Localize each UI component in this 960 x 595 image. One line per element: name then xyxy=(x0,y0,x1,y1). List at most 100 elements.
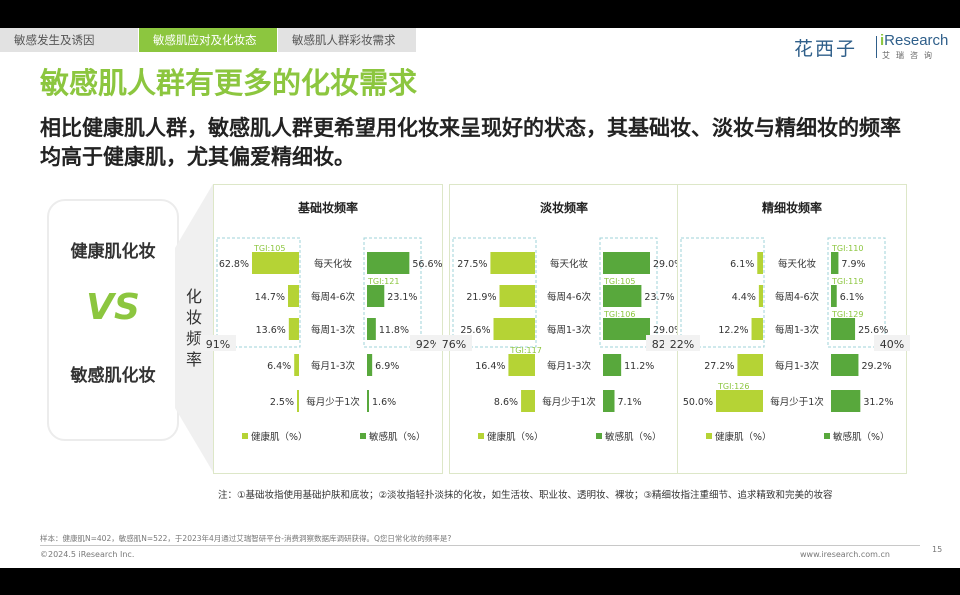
sensitive-bar xyxy=(831,354,859,376)
healthy-value-label: 2.5% xyxy=(270,397,294,408)
healthy-value-label: 21.9% xyxy=(466,292,496,303)
healthy-bar xyxy=(758,285,763,307)
healthy-bar xyxy=(751,318,763,340)
healthy-bar xyxy=(508,354,535,376)
healthy-bar xyxy=(490,252,535,274)
legend-sensitive-swatch xyxy=(360,433,366,439)
healthy-total-box xyxy=(664,335,700,351)
category-label: 每天化妆 xyxy=(550,258,589,270)
sensitive-value-label: 23.1% xyxy=(387,292,417,303)
healthy-group-box xyxy=(680,237,765,348)
tgi-label: TGI:121 xyxy=(367,277,399,286)
huaxizi-logo-text: 花西子 xyxy=(794,38,858,60)
legend-healthy-label: 健康肌（%） xyxy=(715,431,772,443)
legend-sensitive-swatch xyxy=(596,433,602,439)
healthy-value-label: 13.6% xyxy=(256,325,286,336)
category-label: 每周4-6次 xyxy=(775,291,820,303)
sensitive-bar xyxy=(603,390,615,412)
tgi-label: TGI:117 xyxy=(509,346,541,355)
healthy-value-label: 12.2% xyxy=(718,325,748,336)
vs-comparison-box: 健康肌化妆 VS 敏感肌化妆 xyxy=(47,199,179,441)
category-label: 每周1-3次 xyxy=(311,324,356,336)
panel-fine-makeup: 精细妆频率 6.1% 7.9% 每天化妆 4.4% 6.1% 每周4-6次 12.2% 25.6… xyxy=(664,184,910,474)
category-label: 每月1-3次 xyxy=(547,360,592,372)
tgi-label: TGI:106 xyxy=(603,310,635,319)
category-label: 每月少于1次 xyxy=(306,396,360,408)
footer-divider xyxy=(40,545,920,546)
logo-i: i xyxy=(880,32,885,49)
sensitive-value-label: 29.0% xyxy=(653,259,683,270)
sensitive-bar xyxy=(831,390,861,412)
healthy-value-label: 62.8% xyxy=(219,259,249,270)
sample-note: 样本：健康肌N=402，敏感肌N=522，于2023年4月通过艾瑞智研平台-消费… xyxy=(40,534,452,543)
healthy-bar xyxy=(737,354,763,376)
section-tabs: 敏感发生及诱因 敏感肌应对及化妆态度 敏感肌人群彩妆需求 xyxy=(0,28,417,71)
sensitive-value-label: 31.2% xyxy=(863,397,893,408)
category-label: 每月1-3次 xyxy=(311,360,356,372)
healthy-value-label: 6.4% xyxy=(267,361,291,372)
sensitive-value-label: 29.0% xyxy=(653,325,683,336)
healthy-bar xyxy=(297,390,299,412)
vs-label: VS xyxy=(86,287,140,328)
sensitive-value-label: 23.7% xyxy=(644,292,674,303)
healthy-total-box xyxy=(200,335,236,351)
healthy-bar xyxy=(521,390,535,412)
healthy-bar xyxy=(287,285,299,307)
healthy-value-label: 14.7% xyxy=(255,292,285,303)
legend-healthy-label: 健康肌（%） xyxy=(487,431,544,443)
legend-sensitive-label: 敏感肌（%） xyxy=(833,431,890,443)
tgi-label: TGI:110 xyxy=(831,244,863,253)
sensitive-bar xyxy=(367,390,369,412)
healthy-bar xyxy=(288,318,299,340)
page-title: 敏感肌人群有更多的化妆需求 xyxy=(40,66,418,100)
healthy-total-label: 76% xyxy=(442,338,466,351)
legend-healthy-swatch xyxy=(478,433,484,439)
chart-basic-makeup: 基础妆频率 62.8% 56.6% 每天化妆 14.7% 23.1% 每周4-6次 13.6%… xyxy=(200,200,446,443)
healthy-bar xyxy=(499,285,535,307)
sensitive-bar xyxy=(831,318,856,340)
sensitive-value-label: 6.1% xyxy=(840,292,864,303)
iresearch-logo-subtitle: 艾瑞咨询 xyxy=(882,51,938,60)
healthy-bar xyxy=(716,390,763,412)
healthy-value-label: 8.6% xyxy=(494,397,518,408)
sensitive-value-label: 29.2% xyxy=(861,361,891,372)
legend-sensitive-label: 敏感肌（%） xyxy=(605,431,662,443)
tab-makeup-demand[interactable]: 敏感肌人群彩妆需求 xyxy=(278,28,416,52)
legend-sensitive-swatch xyxy=(824,433,830,439)
website-link[interactable]: www.iresearch.com.cn xyxy=(800,550,890,559)
legend-healthy-label: 健康肌（%） xyxy=(251,431,308,443)
sensitive-bar xyxy=(367,252,410,274)
tgi-label: TGI:126 xyxy=(717,382,749,391)
healthy-total-box xyxy=(436,335,472,351)
sensitive-bar xyxy=(831,285,837,307)
tab-makeup-attitude[interactable]: 敏感肌应对及化妆态度 xyxy=(139,28,277,71)
sensitive-bar xyxy=(831,252,839,274)
tgi-label: TGI:119 xyxy=(831,277,863,286)
sensitive-group-box xyxy=(827,237,886,348)
category-label: 每周4-6次 xyxy=(311,291,356,303)
tab-sensitivity-causes[interactable]: 敏感发生及诱因 xyxy=(0,28,138,52)
healthy-bar xyxy=(252,252,299,274)
chart-title: 基础妆频率 xyxy=(297,200,358,215)
iresearch-logo-text: iResearch xyxy=(880,32,948,49)
connector-wedge xyxy=(175,184,213,472)
chart-title: 淡妆频率 xyxy=(540,200,588,215)
footnote: 注：①基础妆指使用基础护肤和底妆；②淡妆指轻扑淡抹的化妆，如生活妆、职业妆、透明… xyxy=(218,490,833,501)
healthy-value-label: 25.6% xyxy=(460,325,490,336)
sensitive-value-label: 25.6% xyxy=(858,325,888,336)
legend-healthy-swatch xyxy=(242,433,248,439)
sensitive-bar xyxy=(367,318,376,340)
sensitive-value-label: 56.6% xyxy=(412,259,442,270)
healthy-total-label: 91% xyxy=(206,338,230,351)
sensitive-value-label: 1.6% xyxy=(372,397,396,408)
tgi-label: TGI:105 xyxy=(603,277,635,286)
sensitive-bar xyxy=(367,354,373,376)
healthy-value-label: 4.4% xyxy=(732,292,756,303)
slide: 敏感发生及诱因 敏感肌应对及化妆态度 敏感肌人群彩妆需求 花西子 iResear… xyxy=(0,28,960,568)
category-label: 每月少于1次 xyxy=(542,396,596,408)
category-label: 每天化妆 xyxy=(314,258,353,270)
chart-light-makeup: 淡妆频率 27.5% 29.0% 每天化妆 21.9% 23.7% 每周4-6次 25.6% 2… xyxy=(436,200,683,443)
category-label: 每周1-3次 xyxy=(775,324,820,336)
healthy-value-label: 50.0% xyxy=(683,397,713,408)
tgi-label: TGI:129 xyxy=(831,310,863,319)
